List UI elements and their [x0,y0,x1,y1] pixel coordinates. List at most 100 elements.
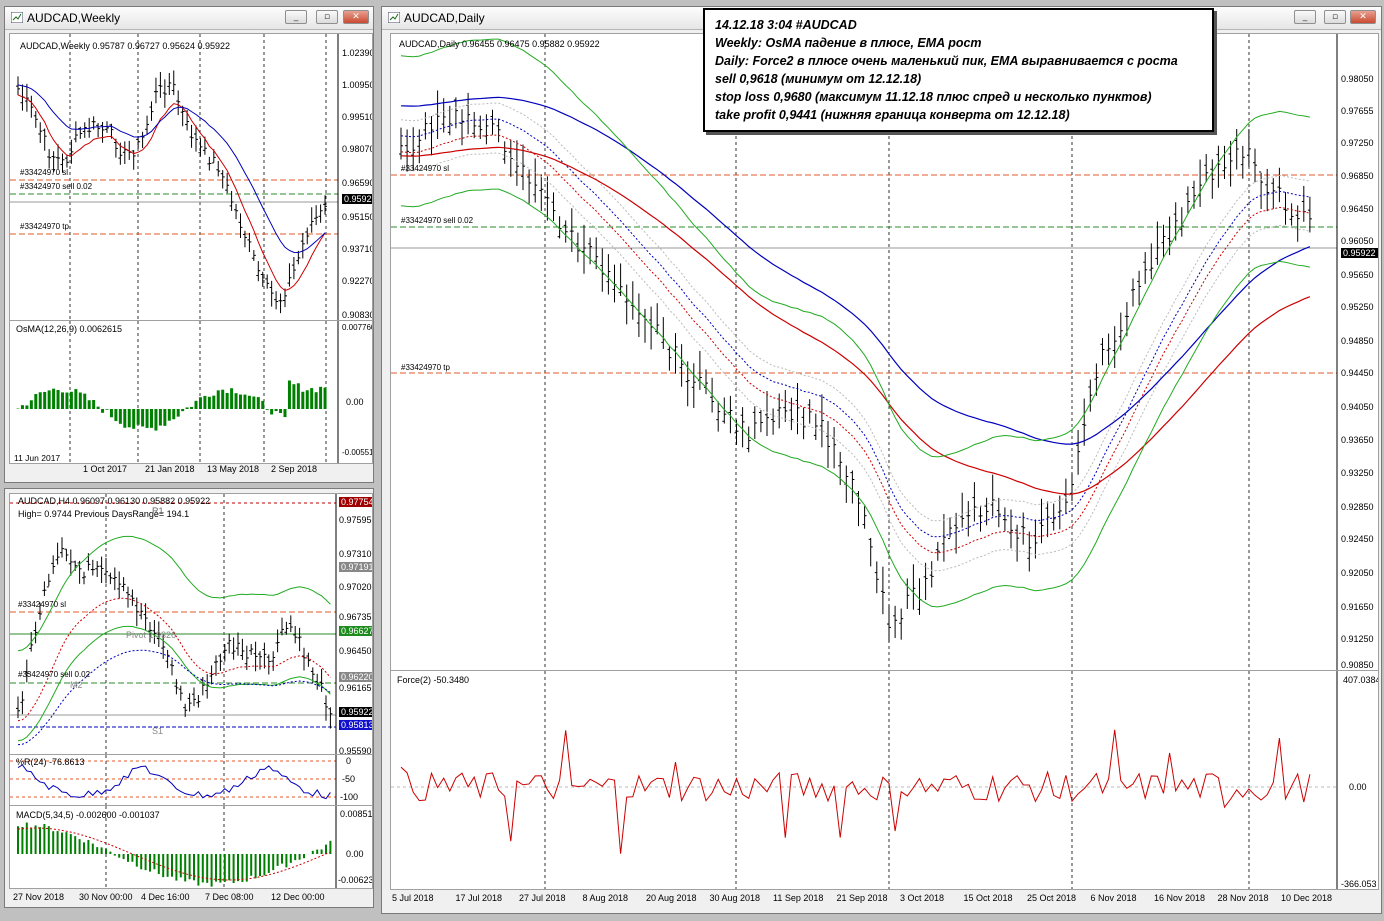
daily-force-panel[interactable]: Force(2) -50.3480 407.0384 0.00 -366.053 [390,670,1379,890]
ema-fast-line [17,94,326,292]
osma-bar [118,409,122,424]
price-axis-label: 0.91650 [1341,602,1374,612]
maximize-button[interactable]: ▫ [1324,10,1346,24]
daily-chart-window[interactable]: AUDCAD,Daily _ ▫ ✕ AUDCAD,Daily 0.96455 … [381,6,1382,914]
force-axis-bottom: -366.053 [1341,879,1377,889]
price-axis-label: 0.96450 [1341,204,1374,214]
price-axis-label: 0.95590 [339,746,372,755]
pivot-label: Pivot 1.9326 [126,630,177,640]
osma-bar [265,409,269,410]
macd-axis-zero: 0.00 [346,849,364,859]
chart-icon [388,12,400,23]
daily-price-panel[interactable]: AUDCAD,Daily 0.96455 0.96475 0.95882 0.9… [390,33,1379,671]
weekly-osma-panel[interactable]: OsMA(12,26,9) 0.0062615 0.007760 0.00 -0… [9,320,373,464]
note-line: Daily: Force2 в плюсе очень маленький пи… [715,54,1178,68]
price-axis-label: 0.95250 [1341,302,1374,312]
order-sell-label: #33424970 sell 0.02 [18,670,91,679]
price-axis-label: 0.95150 [342,212,373,222]
ema-fast-blue [400,118,1311,538]
date-label: 5 Jul 2018 [392,893,434,903]
date-label: 16 Nov 2018 [1154,893,1206,903]
osma-bar [198,397,202,409]
osma-bar [270,409,274,415]
chart-header: AUDCAD,Daily 0.96455 0.96475 0.95882 0.9… [399,39,600,49]
h4-macd-panel[interactable]: MACD(5,34,5) -0.002600 -0.001037 0.00851… [9,805,373,889]
s1-label: S1 [152,726,164,736]
h4-wpr-panel[interactable]: %R(24) -76.8613 0 -50 -100 [9,754,373,806]
trade-note[interactable]: 14.12.18 3:04 #AUDCAD Weekly: OsMA паден… [703,8,1214,132]
price-axis-label: 0.96735 [339,612,372,622]
order-sl-label: #33424970 sl [401,164,450,173]
osma-bar [225,392,229,409]
date-label: 27 Nov 2018 [13,892,65,902]
osma-bar [163,409,167,426]
price-axis-label: 0.98050 [1341,74,1374,84]
osma-bar [34,394,38,409]
osma-bar [261,400,265,409]
price-axis-label: 0.94450 [1341,368,1374,378]
date-label: 4 Dec 16:00 [141,892,190,902]
osma-bar [150,409,153,428]
osma-bar [221,389,225,409]
osma-bar [83,393,87,409]
price-axis-label: 0.92050 [1341,568,1374,578]
date-label: 15 Oct 2018 [963,893,1013,903]
ema-line [17,597,331,722]
close-button[interactable]: ✕ [343,10,369,24]
wpr-line [10,755,372,805]
order-sl-label: #33424970 sl [18,600,67,609]
force-axis-top: 407.0384 [1343,675,1379,685]
axis-bg [1337,671,1378,889]
axis-bg [336,806,372,888]
osma-bar [56,389,60,409]
close-button[interactable]: ✕ [1350,10,1376,24]
osma-bar [74,389,78,409]
ema-slow-line [17,649,331,746]
h4-price-panel[interactable]: AUDCAD,H4 0.96097 0.96130 0.95882 0.9592… [9,493,373,755]
osma-bar [65,392,69,409]
price-axis-label: 0.90830 [342,310,373,320]
weekly-titlebar[interactable]: AUDCAD,Weekly _ ▫ ✕ [5,7,373,30]
wpr-axis-50: -50 [342,774,356,784]
osma-bar [136,409,140,425]
price-axis-label: 0.97250 [1341,138,1374,148]
date-label: 25 Oct 2018 [1027,893,1077,903]
date-label: 12 Dec 00:00 [271,892,325,902]
h4-chart-window[interactable]: AUDCAD,H4 0.96097 0.96130 0.95882 0.9592… [4,488,374,908]
minimize-button[interactable]: _ [285,10,307,24]
envelope-lower [400,188,1311,608]
osma-bar [38,392,42,409]
axis-bg [338,34,372,320]
axis-bg [1337,34,1378,670]
weekly-chart-window[interactable]: AUDCAD,Weekly _ ▫ ✕ AUDCAD,Weekly 0.9578… [4,6,374,483]
osma-bar [194,400,198,409]
price-axis-label: 0.97310 [339,549,372,559]
osma-bar [319,386,323,409]
date-label: 30 Nov 00:00 [79,892,133,902]
note-line: 14.12.18 3:04 #AUDCAD [715,18,857,32]
osma-bar [190,406,194,409]
price-axis-label: 0.96165 [339,683,372,693]
price-tag: 0.95922 [1341,248,1378,258]
price-axis-label: 0.94850 [1341,336,1374,346]
osma-bar [247,395,251,409]
minimize-button[interactable]: _ [1294,10,1316,24]
osma-bar [92,400,96,409]
price-axis-label: 0.92450 [1341,534,1374,544]
h4-candles [10,494,372,754]
m2-label: M2 [70,680,83,690]
weekly-price-panel[interactable]: AUDCAD,Weekly 0.95787 0.96727 0.95624 0.… [9,33,373,321]
price-tag: 0.95922 [339,707,372,717]
maximize-button[interactable]: ▫ [316,10,338,24]
osma-bar [256,397,260,409]
price-axis-label: 0.96590 [342,178,373,188]
price-tag: 0.95922 [342,194,372,204]
order-sl-label: #33424970 sl [20,168,69,177]
osma-bar [114,409,118,422]
osma-bar [132,409,136,429]
osma-bar [176,409,180,417]
osma-bar [141,409,145,427]
osma-bar [87,400,91,409]
order-tp-label: #33424970 tp [20,222,69,231]
osma-bar [20,405,24,409]
